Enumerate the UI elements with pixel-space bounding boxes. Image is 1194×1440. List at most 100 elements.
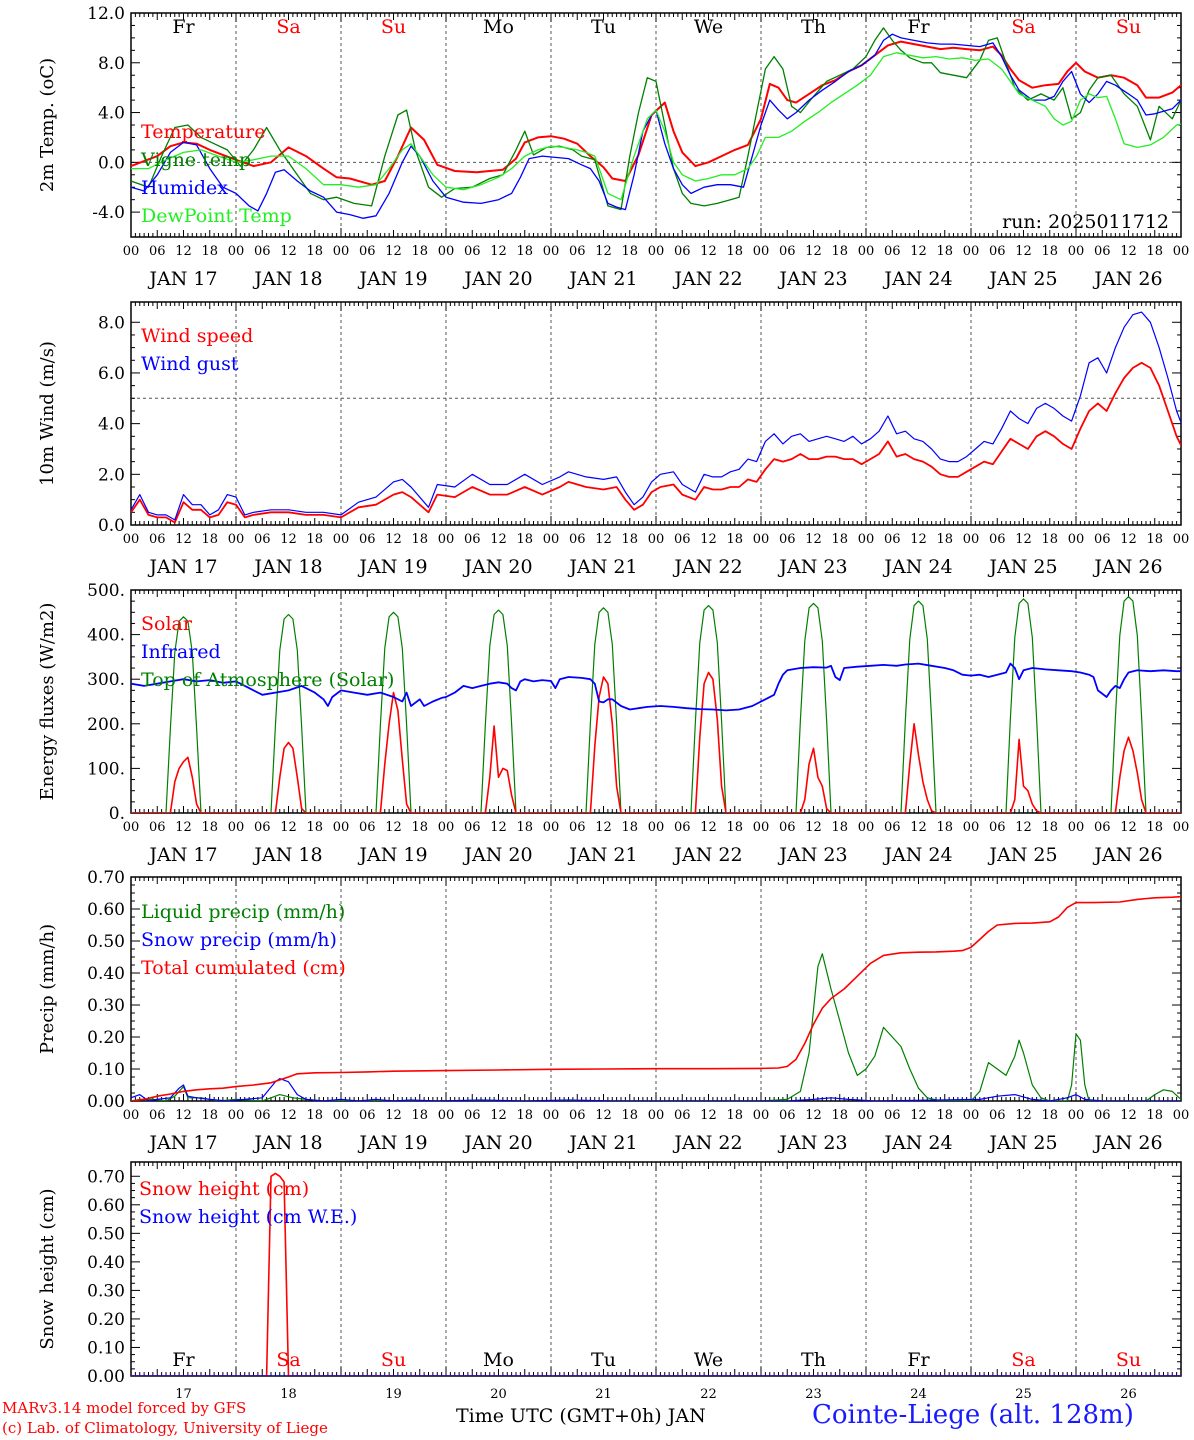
hour-tick-label: 06 — [254, 244, 271, 259]
weekday-label: Su — [1116, 1349, 1141, 1371]
y-axis-label: Snow height (cm) — [37, 1188, 58, 1349]
hour-tick-label: 18 — [936, 1108, 953, 1123]
day-label: JAN 17 — [147, 844, 217, 866]
hour-tick-label: 18 — [621, 820, 638, 835]
hour-tick-label: 12 — [805, 244, 822, 259]
hour-tick-label: 18 — [411, 1108, 428, 1123]
hour-tick-label: 00 — [963, 244, 980, 259]
day-label: JAN 17 — [147, 268, 217, 290]
day-label: JAN 21 — [567, 844, 637, 866]
hour-tick-label: 06 — [149, 820, 166, 835]
hour-tick-label: 06 — [1094, 1108, 1111, 1123]
hour-tick-label: 12 — [385, 244, 402, 259]
hour-tick-label: 00 — [858, 244, 875, 259]
weekday-label: Mo — [483, 16, 514, 38]
legend-entry: Snow precip (mm/h) — [141, 929, 337, 951]
hour-tick-label: 12 — [595, 820, 612, 835]
hour-tick-label: 18 — [831, 1108, 848, 1123]
day-number-label: 25 — [1015, 1387, 1032, 1402]
y-tick-label: 0.60 — [87, 1196, 125, 1216]
day-label: JAN 20 — [462, 1132, 532, 1154]
hour-tick-label: 12 — [595, 532, 612, 547]
weekday-label: Th — [801, 1349, 826, 1371]
series-total-cumulated-cm — [131, 895, 1181, 1101]
hour-tick-label: 12 — [175, 820, 192, 835]
series-snow-precip-mm-h — [131, 1077, 1181, 1101]
hour-tick-label: 00 — [963, 820, 980, 835]
hour-tick-label: 06 — [359, 244, 376, 259]
hour-tick-label: 18 — [936, 532, 953, 547]
hour-tick-label: 06 — [989, 244, 1006, 259]
day-label: JAN 22 — [672, 844, 742, 866]
day-label: JAN 26 — [1092, 1132, 1162, 1154]
y-tick-label: 0.30 — [87, 996, 125, 1016]
day-label: JAN 23 — [777, 1132, 847, 1154]
day-label: JAN 25 — [987, 844, 1057, 866]
day-label: JAN 20 — [462, 268, 532, 290]
hour-tick-label: 18 — [1146, 1108, 1163, 1123]
hour-tick-label: 12 — [1015, 532, 1032, 547]
hour-tick-label: 12 — [175, 1108, 192, 1123]
hour-tick-label: 18 — [306, 244, 323, 259]
hour-tick-label: 12 — [490, 1108, 507, 1123]
y-tick-label: 0.70 — [87, 1167, 125, 1187]
legend-entry: Wind gust — [141, 353, 239, 375]
y-tick-label: 8.0 — [98, 54, 125, 74]
y-tick-label: 300. — [87, 670, 125, 690]
series-humidex — [131, 33, 1181, 219]
hour-tick-label: 18 — [726, 820, 743, 835]
hour-tick-label: 06 — [989, 532, 1006, 547]
hour-tick-label: 12 — [910, 820, 927, 835]
y-tick-label: 8.0 — [98, 313, 125, 333]
hour-tick-label: 18 — [831, 532, 848, 547]
y-tick-label: 0.60 — [87, 900, 125, 920]
hour-tick-label: 00 — [123, 532, 140, 547]
day-label: JAN 23 — [777, 268, 847, 290]
hour-tick-label: 06 — [884, 1108, 901, 1123]
series-infrared — [131, 662, 1181, 712]
hour-tick-label: 00 — [333, 1108, 350, 1123]
series-snow-height-cm — [131, 1172, 1181, 1376]
hour-tick-label: 00 — [963, 1108, 980, 1123]
legend-entry: Top of Atmosphere (Solar) — [141, 669, 394, 691]
day-label: JAN 25 — [987, 1132, 1057, 1154]
hour-tick-label: 06 — [359, 820, 376, 835]
day-label: JAN 21 — [567, 268, 637, 290]
hour-tick-label: 12 — [1015, 1108, 1032, 1123]
y-tick-label: 0.0 — [98, 153, 125, 173]
hour-tick-label: 06 — [569, 820, 586, 835]
day-label: JAN 19 — [357, 1132, 427, 1154]
hour-tick-label: 18 — [516, 532, 533, 547]
hour-tick-label: 06 — [149, 532, 166, 547]
hour-tick-label: 18 — [411, 244, 428, 259]
hour-tick-label: 00 — [123, 244, 140, 259]
hour-tick-label: 00 — [1068, 1108, 1085, 1123]
hour-tick-label: 18 — [621, 244, 638, 259]
hour-tick-label: 18 — [201, 532, 218, 547]
weekday-label: Sa — [1011, 16, 1035, 38]
hour-tick-label: 12 — [280, 244, 297, 259]
y-tick-label: 2.0 — [98, 465, 125, 485]
hour-tick-label: 06 — [359, 532, 376, 547]
hour-tick-label: 12 — [700, 532, 717, 547]
hour-tick-label: 12 — [385, 1108, 402, 1123]
series-solar — [131, 671, 1181, 813]
weekday-label: Tu — [591, 16, 616, 38]
y-tick-label: 500. — [87, 581, 125, 601]
legend-entry: Total cumulated (cm) — [141, 957, 346, 979]
hour-tick-label: 06 — [359, 1108, 376, 1123]
hour-tick-label: 12 — [910, 532, 927, 547]
hour-tick-label: 12 — [175, 244, 192, 259]
hour-tick-label: 18 — [201, 820, 218, 835]
hour-tick-label: 18 — [1146, 820, 1163, 835]
day-label: JAN 26 — [1092, 844, 1162, 866]
y-tick-label: 0.40 — [87, 1253, 125, 1273]
day-label: JAN 21 — [567, 1132, 637, 1154]
hour-tick-label: 00 — [753, 244, 770, 259]
panel-5: 0.00 0.10 0.20 0.30 0.40 0.50 0.60 0.70 Snow hei… — [37, 1161, 1182, 1402]
hour-tick-label: 18 — [201, 1108, 218, 1123]
hour-tick-label: 12 — [805, 1108, 822, 1123]
hour-tick-label: 12 — [1120, 532, 1137, 547]
hour-tick-label: 00 — [858, 1108, 875, 1123]
